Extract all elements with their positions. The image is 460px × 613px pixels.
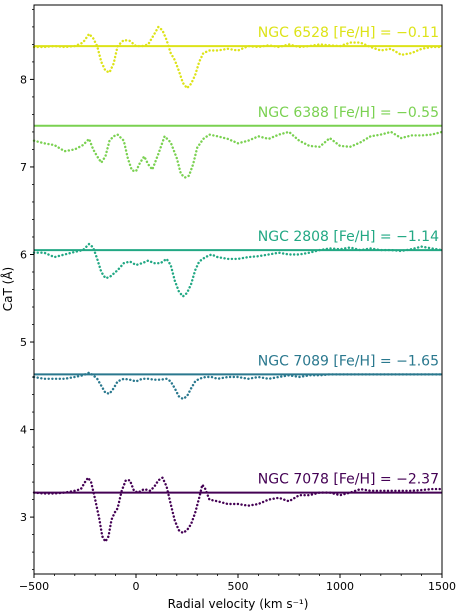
series-layer — [32, 25, 444, 543]
y-tick-label: 8 — [20, 73, 27, 86]
x-axis-label: Radial velocity (km s⁻¹) — [168, 597, 309, 611]
series-dotted-line — [32, 476, 444, 543]
series-label: NGC 7078 [Fe/H] = −2.37 — [258, 472, 439, 488]
series — [32, 242, 444, 298]
y-tick-label: 5 — [20, 336, 27, 349]
y-tick-label: 4 — [20, 424, 27, 437]
series-label: NGC 6528 [Fe/H] = −0.11 — [258, 25, 439, 41]
x-tick-label: 0 — [133, 580, 140, 593]
plot-frame — [33, 4, 443, 575]
series — [32, 124, 444, 179]
y-axis: 3 4 5 6 7 8 — [20, 8, 34, 571]
series-dotted-line — [32, 371, 444, 401]
series-dotted-line — [32, 25, 444, 90]
y-tick-label: 3 — [20, 511, 27, 524]
series-label: NGC 7089 [Fe/H] = −1.65 — [258, 353, 439, 369]
series-dotted-line — [32, 130, 444, 179]
y-axis-label: CaT (Å) — [0, 267, 15, 311]
series — [32, 476, 444, 543]
y-tick-label: 6 — [20, 248, 27, 261]
x-tick-label: −500 — [19, 580, 49, 593]
series — [32, 371, 444, 401]
x-tick-label: 500 — [228, 580, 249, 593]
series-label: NGC 2808 [Fe/H] = −1.14 — [258, 229, 439, 245]
x-tick-label: 1500 — [428, 580, 456, 593]
y-tick-label: 7 — [20, 161, 27, 174]
series-label: NGC 6388 [Fe/H] = −0.55 — [258, 105, 439, 121]
series-dotted-line — [32, 242, 444, 298]
plot-area: NGC 6528 [Fe/H] = −0.11 NGC 6388 [Fe/H] =… — [32, 4, 444, 575]
series — [32, 25, 444, 90]
x-tick-label: 1000 — [326, 580, 354, 593]
series-labels: NGC 6528 [Fe/H] = −0.11 NGC 6388 [Fe/H] =… — [258, 25, 439, 487]
x-axis: −500 0 500 1000 1500 — [19, 574, 456, 593]
